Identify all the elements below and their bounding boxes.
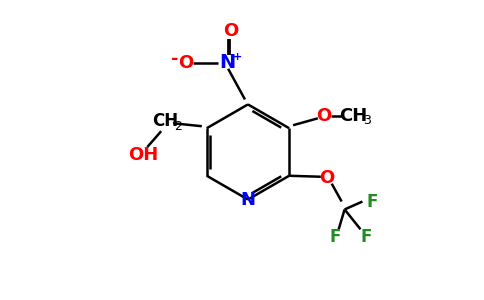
Text: +: + [232,52,242,62]
Text: N: N [241,190,256,208]
Text: O: O [316,107,332,125]
Text: CH: CH [339,107,368,125]
Text: F: F [361,228,372,246]
Text: N: N [219,53,235,72]
Text: CH: CH [152,112,178,130]
Text: F: F [329,228,340,246]
Text: O: O [319,169,334,187]
Text: O: O [178,54,193,72]
Text: 3: 3 [363,114,371,127]
Text: O: O [224,22,239,40]
Text: F: F [367,193,378,211]
Text: OH: OH [128,146,158,164]
Text: 2: 2 [174,120,182,133]
Text: -: - [171,50,179,68]
